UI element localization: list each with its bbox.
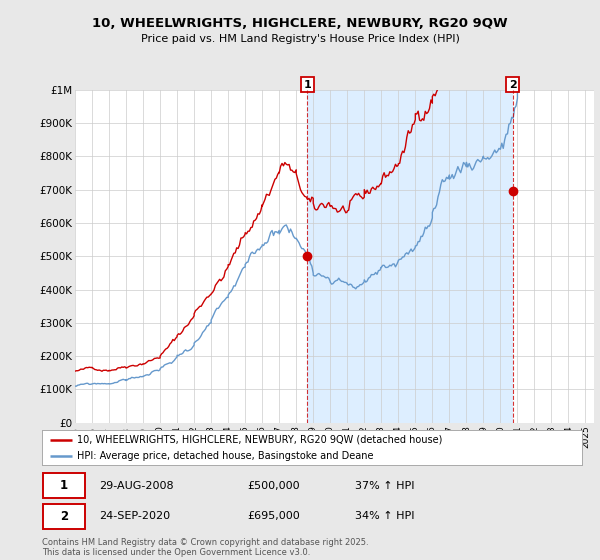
Text: 29-AUG-2008: 29-AUG-2008	[98, 480, 173, 491]
Bar	[307, 90, 513, 423]
Text: 24-SEP-2020: 24-SEP-2020	[98, 511, 170, 521]
Text: 1: 1	[60, 479, 68, 492]
Text: 2: 2	[509, 80, 517, 90]
Text: £695,000: £695,000	[247, 511, 300, 521]
Text: 34% ↑ HPI: 34% ↑ HPI	[355, 511, 415, 521]
Text: £500,000: £500,000	[247, 480, 300, 491]
Text: Price paid vs. HM Land Registry's House Price Index (HPI): Price paid vs. HM Land Registry's House …	[140, 34, 460, 44]
Text: 37% ↑ HPI: 37% ↑ HPI	[355, 480, 415, 491]
Text: 10, WHEELWRIGHTS, HIGHCLERE, NEWBURY, RG20 9QW (detached house): 10, WHEELWRIGHTS, HIGHCLERE, NEWBURY, RG…	[77, 435, 442, 445]
Text: HPI: Average price, detached house, Basingstoke and Deane: HPI: Average price, detached house, Basi…	[77, 451, 374, 461]
Text: 1: 1	[304, 80, 311, 90]
FancyBboxPatch shape	[43, 473, 85, 498]
Text: Contains HM Land Registry data © Crown copyright and database right 2025.
This d: Contains HM Land Registry data © Crown c…	[42, 538, 368, 557]
Text: 2: 2	[60, 510, 68, 523]
FancyBboxPatch shape	[43, 504, 85, 529]
Text: 10, WHEELWRIGHTS, HIGHCLERE, NEWBURY, RG20 9QW: 10, WHEELWRIGHTS, HIGHCLERE, NEWBURY, RG…	[92, 17, 508, 30]
